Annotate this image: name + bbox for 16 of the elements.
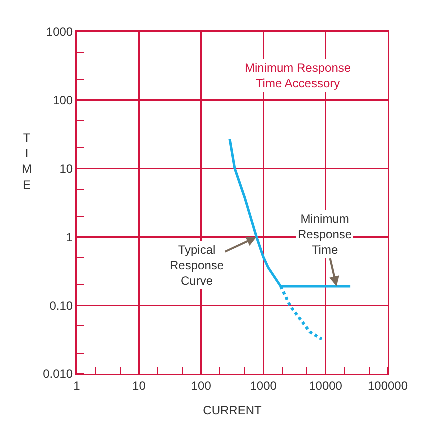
x-tick-label: 100 — [191, 378, 212, 393]
x-tick-label: 10 — [132, 378, 146, 393]
y-tick-label: 1000 — [46, 25, 74, 40]
x-axis-title: CURRENT — [203, 404, 262, 418]
annotation: Minimum Response Time — [298, 212, 352, 258]
y-tick-label: 0.010 — [43, 367, 74, 382]
y-tick-label: 1 — [66, 230, 74, 244]
annotation: Minimum Response Time Accessory — [245, 61, 352, 91]
y-axis-title: TIME — [22, 131, 32, 192]
y-tick-label: 100 — [53, 94, 74, 108]
annotation: Typical Response Curve — [170, 243, 224, 288]
x-tick-label: 1000 — [250, 378, 278, 393]
y-tick-label: 10 — [60, 162, 74, 176]
x-tick-label: 10000 — [309, 378, 343, 393]
y-tick-label: 0.10 — [50, 298, 74, 313]
x-tick-label: 100000 — [368, 378, 408, 393]
